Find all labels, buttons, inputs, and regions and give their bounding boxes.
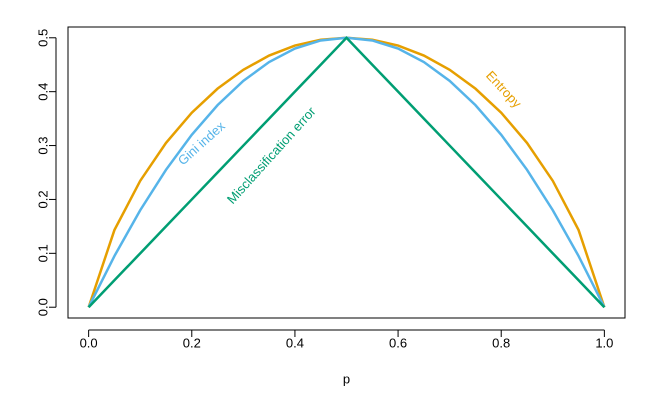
series-line xyxy=(87,36,606,308)
x-tick-label: 0.0 xyxy=(80,335,98,350)
y-tick-label: 0.0 xyxy=(35,298,50,316)
y-tick-label: 0.3 xyxy=(35,137,50,155)
x-tick-label: 0.2 xyxy=(183,335,201,350)
series-line xyxy=(87,35,606,309)
y-tick-label: 0.5 xyxy=(35,29,50,47)
series-label: Entropy xyxy=(483,68,525,111)
plot-frame xyxy=(67,26,626,319)
y-tick-label: 0.1 xyxy=(35,244,50,262)
x-tick-label: 1.0 xyxy=(595,335,613,350)
x-tick-label: 0.6 xyxy=(389,335,407,350)
y-tick-label: 0.2 xyxy=(35,190,50,208)
x-tick-label: 0.8 xyxy=(492,335,510,350)
series-line xyxy=(87,36,606,308)
x-axis-label: p xyxy=(343,371,350,386)
series-label: Misclassification error xyxy=(224,103,319,206)
x-tick-label: 0.4 xyxy=(286,335,304,350)
y-tick-label: 0.4 xyxy=(35,83,50,101)
